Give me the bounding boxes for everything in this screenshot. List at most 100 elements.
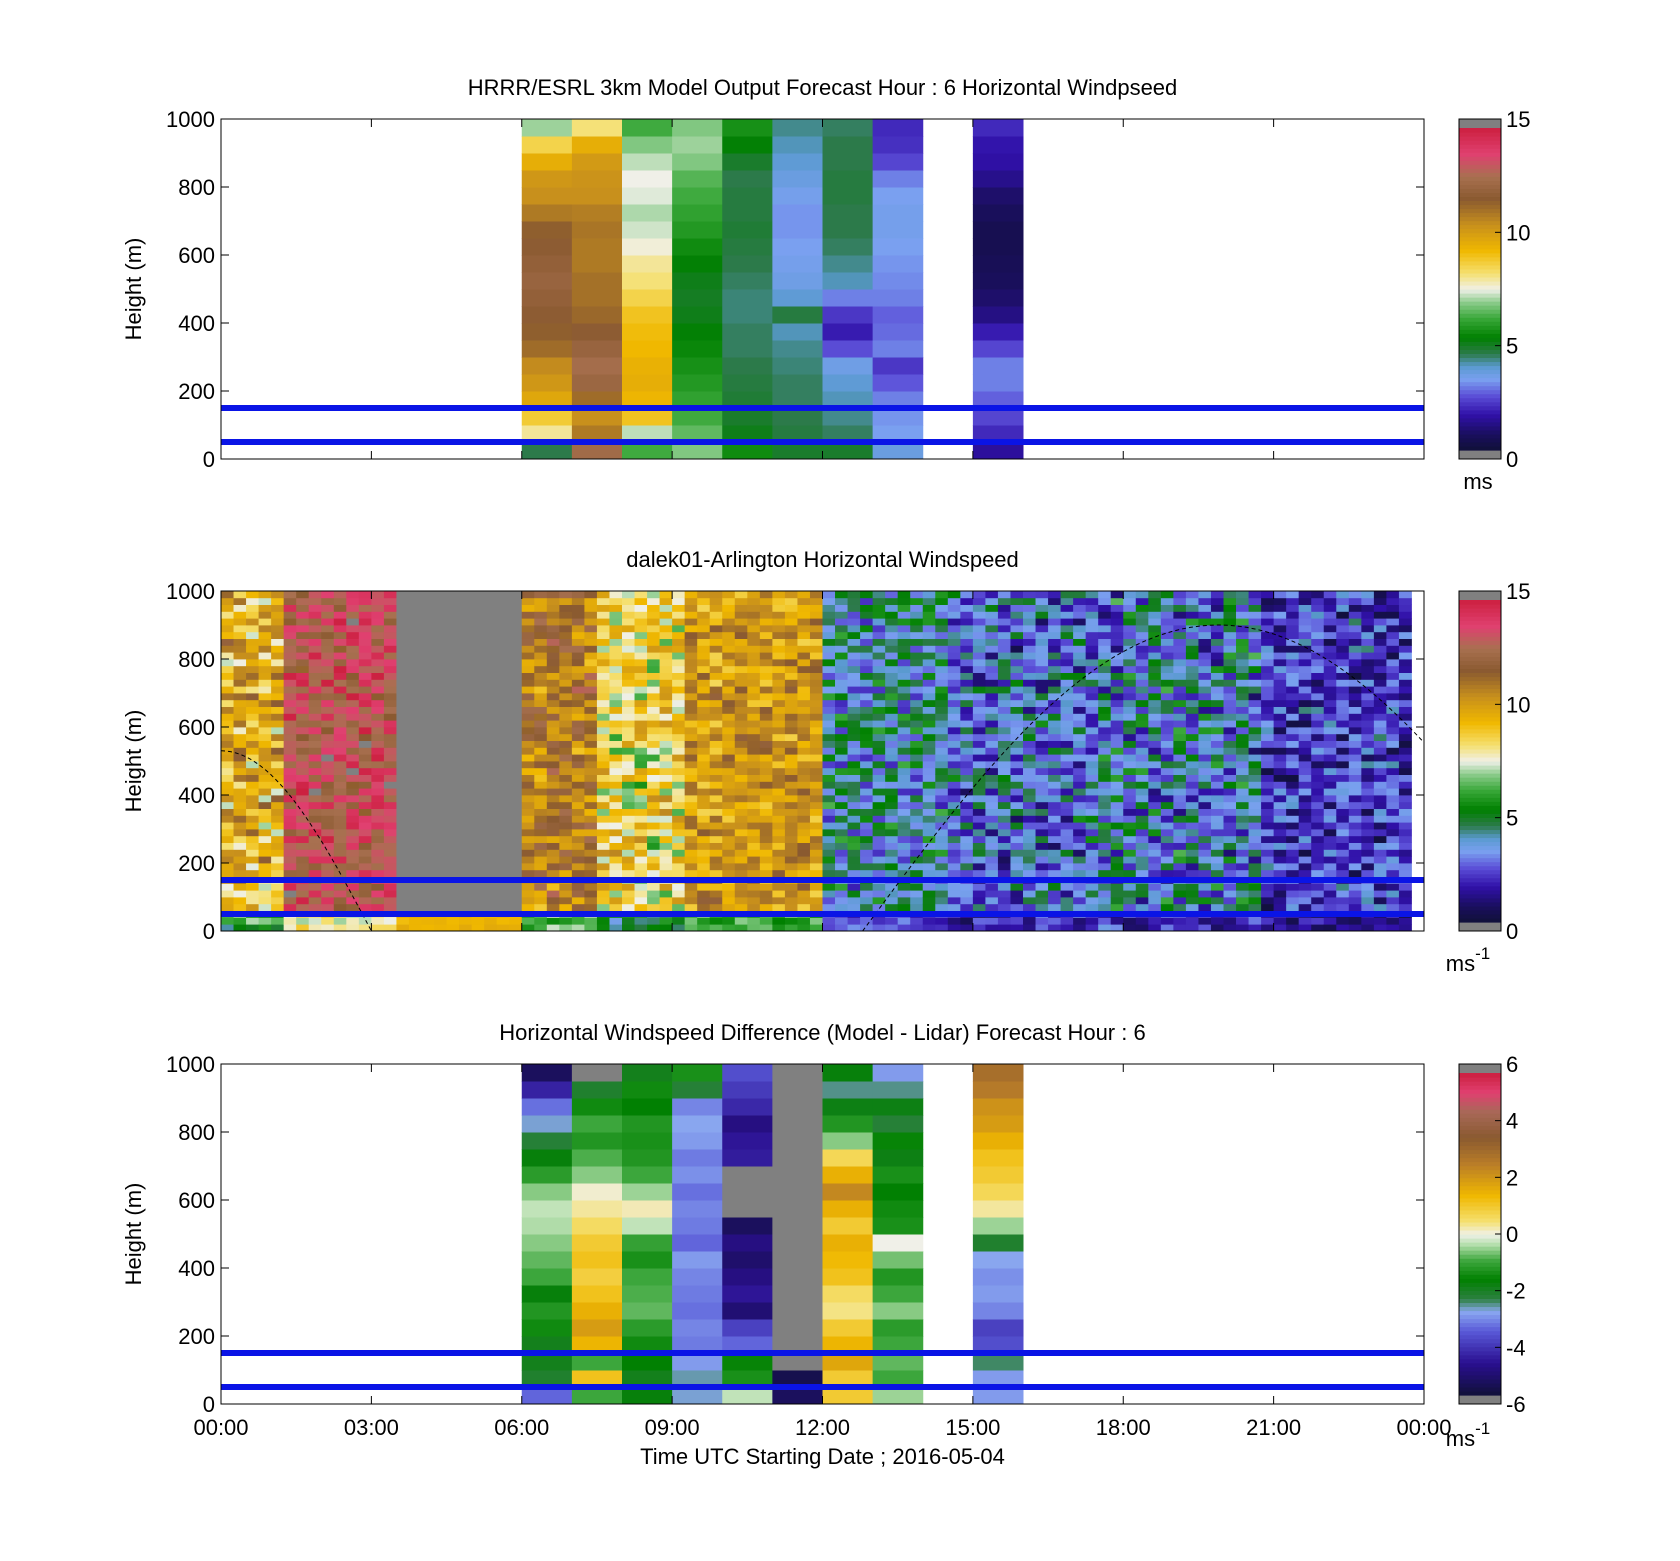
heatmap-cell [296,835,310,843]
heatmap-cell [333,693,347,701]
heatmap-cell [283,740,297,748]
heatmap-cell [1248,611,1262,619]
heatmap-cell [1073,733,1087,741]
heatmap-cell [358,815,372,823]
heatmap-cell [421,652,435,660]
heatmap-cell [1173,686,1187,694]
heatmap-cell [722,856,736,864]
heatmap-cell [772,306,823,324]
heatmap-cell [1035,869,1049,877]
heatmap-cell [947,597,961,605]
heatmap-cell [634,924,648,932]
heatmap-cell [1110,924,1124,932]
heatmap-cell [596,652,610,660]
heatmap-cell [1123,713,1137,721]
heatmap-cell [308,890,322,898]
heatmap-cell [271,815,285,823]
heatmap-cell [897,869,911,877]
heatmap-cell [534,788,548,796]
heatmap-cell [333,591,347,599]
heatmap-cell [860,733,874,741]
heatmap-cell [434,856,447,864]
heatmap-cell [1198,740,1212,748]
heatmap-cell [521,119,573,137]
colorbar-swatch [1459,156,1501,161]
heatmap-cell [1123,903,1137,911]
heatmap-cell [1060,829,1074,837]
heatmap-cell [609,665,623,673]
heatmap-cell [1185,652,1199,660]
heatmap-cell [321,638,335,646]
heatmap-cell [997,591,1011,599]
heatmap-cell [1185,747,1199,755]
heatmap-cell [396,829,410,837]
heatmap-cell [647,686,660,694]
heatmap-cell [1210,788,1224,796]
heatmap-cell [321,924,335,932]
heatmap-cell [1148,591,1162,599]
heatmap-cell [571,924,585,932]
heatmap-cell [308,767,322,775]
heatmap-cell [358,686,372,694]
heatmap-cell [860,672,874,680]
heatmap-cell [333,761,347,769]
heatmap-cell [559,883,573,891]
heatmap-cell [283,822,297,830]
heatmap-cell [1286,679,1300,687]
heatmap-cell [584,618,598,626]
heatmap-cell [872,672,886,680]
heatmap-cell [1085,754,1099,762]
heatmap-cell [1236,631,1249,639]
heatmap-cell [1185,611,1199,619]
heatmap-cell [822,611,836,619]
heatmap-cell [835,597,848,605]
heatmap-cell [1123,822,1137,830]
heatmap-cell [747,849,761,857]
heatmap-cell [822,863,836,871]
heatmap-cell [271,699,285,707]
heatmap-cell [1135,747,1149,755]
heatmap-cell [684,856,698,864]
heatmap-cell [258,795,272,803]
heatmap-cell [559,604,573,612]
heatmap-cell [1336,849,1350,857]
heatmap-cell [1323,686,1337,694]
heatmap-cell [396,604,410,612]
heatmap-cell [1248,665,1262,673]
heatmap-cell [1098,659,1112,667]
heatmap-cell [346,849,360,857]
heatmap-cell [1135,761,1149,769]
heatmap-cell [872,863,886,871]
heatmap-cell [1361,611,1375,619]
heatmap-cell [1373,917,1387,925]
heatmap-cell [534,747,548,755]
heatmap-cell [1373,625,1387,633]
heatmap-cell [233,822,247,830]
heatmap-cell [609,679,623,687]
heatmap-cell [509,659,523,667]
heatmap-cell [1348,631,1362,639]
heatmap-cell [647,740,660,748]
heatmap-cell [1110,638,1124,646]
heatmap-cell [509,849,523,857]
heatmap-cell [609,659,623,667]
heatmap-cell [434,917,447,925]
heatmap-cell [972,659,986,667]
heatmap-cell [233,693,247,701]
heatmap-cell [1035,740,1049,748]
heatmap-cell [1135,604,1149,612]
heatmap-cell [1123,747,1137,755]
heatmap-cell [784,713,798,721]
heatmap-cell [734,631,748,639]
heatmap-cell [860,890,874,898]
heatmap-cell [1098,699,1112,707]
heatmap-cell [847,733,861,741]
heatmap-cell [408,625,422,633]
heatmap-cell [296,754,310,762]
heatmap-cell [1160,597,1174,605]
heatmap-cell [734,890,748,898]
heatmap-cell [759,924,773,932]
heatmap-cell [1148,625,1162,633]
heatmap-cell [258,801,272,809]
heatmap-cell [396,631,410,639]
